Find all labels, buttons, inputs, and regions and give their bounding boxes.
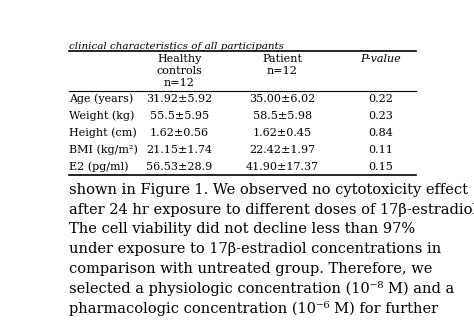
Text: after 24 hr exposure to different doses of 17β-estradiol.: after 24 hr exposure to different doses …: [69, 202, 474, 217]
Text: comparison with untreated group. Therefore, we: comparison with untreated group. Therefo…: [69, 262, 433, 276]
Text: 21.15±1.74: 21.15±1.74: [146, 145, 212, 155]
Text: 0.84: 0.84: [368, 128, 393, 138]
Text: 0.11: 0.11: [368, 145, 393, 155]
Text: BMI (kg/m²): BMI (kg/m²): [69, 145, 138, 155]
Text: 41.90±17.37: 41.90±17.37: [246, 162, 319, 172]
Text: Age (years): Age (years): [69, 94, 134, 104]
Text: Patient
n=12: Patient n=12: [263, 54, 302, 76]
Text: 0.15: 0.15: [368, 162, 393, 172]
Text: 0.22: 0.22: [368, 94, 393, 104]
Text: shown in Figure 1. We observed no cytotoxicity effect: shown in Figure 1. We observed no cytoto…: [69, 183, 468, 197]
Text: Height (cm): Height (cm): [69, 128, 137, 138]
Text: E2 (pg/ml): E2 (pg/ml): [69, 162, 129, 172]
Text: pharmacologic concentration (10⁻⁶ M) for further: pharmacologic concentration (10⁻⁶ M) for…: [69, 301, 438, 316]
Text: 58.5±5.98: 58.5±5.98: [253, 111, 312, 121]
Text: 35.00±6.02: 35.00±6.02: [249, 94, 316, 104]
Text: 1.62±0.45: 1.62±0.45: [253, 128, 312, 138]
Text: 56.53±28.9: 56.53±28.9: [146, 162, 212, 172]
Text: P-value: P-value: [361, 54, 401, 64]
Text: Healthy
controls
n=12: Healthy controls n=12: [156, 54, 202, 88]
Text: 0.23: 0.23: [368, 111, 393, 121]
Text: 1.62±0.56: 1.62±0.56: [150, 128, 209, 138]
Text: clinical characteristics of all participants: clinical characteristics of all particip…: [69, 42, 284, 51]
Text: The cell viability did not decline less than 97%: The cell viability did not decline less …: [69, 222, 415, 236]
Text: 31.92±5.92: 31.92±5.92: [146, 94, 212, 104]
Text: selected a physiologic concentration (10⁻⁸ M) and a: selected a physiologic concentration (10…: [69, 281, 455, 296]
Text: Weight (kg): Weight (kg): [69, 111, 135, 121]
Text: 55.5±5.95: 55.5±5.95: [150, 111, 209, 121]
Text: 22.42±1.97: 22.42±1.97: [249, 145, 316, 155]
Text: under exposure to 17β-estradiol concentrations in: under exposure to 17β-estradiol concentr…: [69, 242, 442, 256]
